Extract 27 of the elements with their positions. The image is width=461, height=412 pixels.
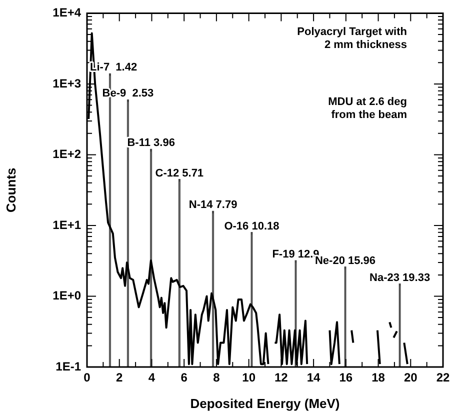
data-label: Na-23 19.33 bbox=[370, 272, 430, 284]
x-tick-label: 18 bbox=[372, 370, 386, 385]
data-label: C-12 5.71 bbox=[155, 167, 204, 180]
data-label: Ne-20 15.96 bbox=[314, 254, 376, 267]
x-tick-label: 12 bbox=[274, 370, 288, 385]
x-tick-label: 14 bbox=[306, 370, 321, 385]
annotation: MDU at 2.6 deg from the beam bbox=[328, 96, 408, 122]
x-axis-title: Deposited Energy (MeV) bbox=[190, 396, 340, 411]
x-tick-label: 0 bbox=[84, 370, 91, 385]
y-tick-label: 1E+2 bbox=[52, 147, 82, 162]
x-tick-label: 2 bbox=[116, 370, 124, 385]
x-tick-label: 8 bbox=[213, 370, 220, 385]
y-tick-label: 1E+0 bbox=[52, 288, 82, 303]
x-tick-label: 6 bbox=[180, 370, 188, 385]
y-tick-label: 1E+3 bbox=[52, 76, 82, 90]
x-tick-label: 4 bbox=[148, 370, 156, 385]
x-tick-label: 20 bbox=[404, 370, 418, 385]
x-tick-label: 10 bbox=[242, 370, 256, 385]
annotation: Polyacryl Target with 2 mm thickness bbox=[297, 26, 408, 52]
x-tick-label: 22 bbox=[436, 370, 450, 385]
y-tick-label: 1E-1 bbox=[56, 359, 82, 374]
y-axis-title: Counts bbox=[3, 168, 18, 212]
x-tick-label: 16 bbox=[339, 370, 353, 385]
y-tick-label: 1E+4 bbox=[52, 6, 82, 20]
data-label: O-16 10.18 bbox=[224, 220, 280, 232]
data-label: N-14 7.79 bbox=[188, 199, 238, 212]
y-tick-label: 1E+1 bbox=[52, 218, 82, 232]
